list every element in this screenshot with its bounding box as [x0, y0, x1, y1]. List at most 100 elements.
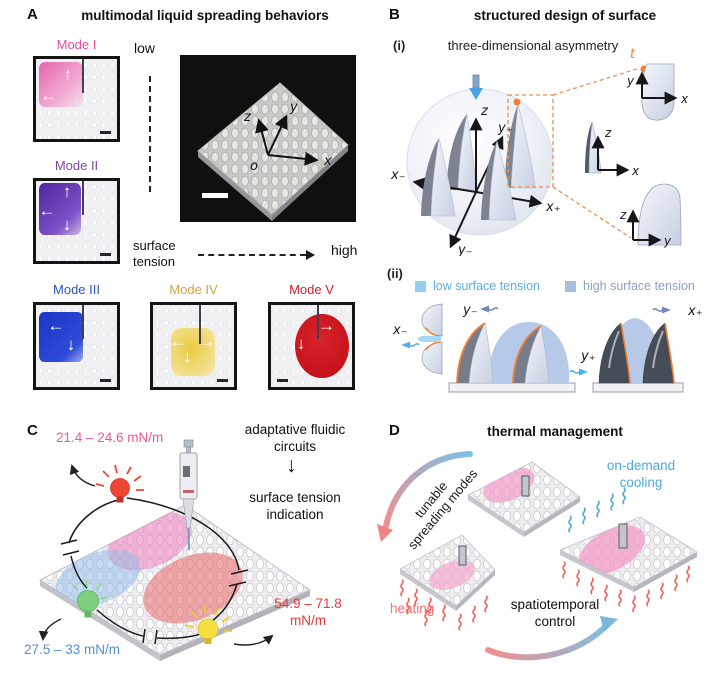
panel-d-label: D	[389, 422, 400, 439]
scale-bar	[202, 193, 228, 198]
yellow-bulb-icon	[184, 605, 232, 644]
sem-axis-z: z	[243, 110, 252, 125]
panel-b-part-i-label: (i)	[393, 38, 406, 53]
inset-top-h-label: x	[680, 92, 689, 106]
cooling-squiggles	[568, 487, 626, 533]
circuit-wires	[60, 497, 249, 645]
tension-axis-label: surface tension	[133, 238, 176, 269]
thermal-management-illustration	[372, 438, 720, 674]
mode-4-liquid	[170, 327, 215, 376]
scale-bar	[100, 379, 111, 382]
spread-arrow-left-icon: ←	[47, 316, 65, 336]
mode-1-liquid	[39, 62, 83, 107]
panel-b-part-ii-label: (ii)	[387, 266, 403, 281]
range-pink: 21.4 – 24.6 mN/m	[56, 430, 164, 445]
dir-x-plus-label: x₊	[687, 304, 703, 319]
spread-arrow-up-icon: ↑	[62, 181, 72, 201]
axis-z-label: z	[480, 104, 489, 119]
cooling-label: on-demand cooling	[606, 458, 676, 490]
tension-low-label: low	[134, 40, 156, 56]
sem-axis-x: x	[323, 154, 332, 169]
panel-b-part-i-title: three-dimensional asymmetry	[447, 38, 619, 53]
mode-3-liquid	[39, 311, 83, 363]
mode-2-label: Mode II	[54, 158, 99, 173]
heat-spot	[429, 559, 475, 591]
mode-5-label: Mode V	[289, 282, 334, 297]
low-tension-liquid	[417, 336, 441, 342]
callout-dashed-lines	[507, 67, 641, 239]
asymmetry-diagram: z x₋ x₊ y₊ y₋ t	[385, 38, 720, 261]
cross-section-yz	[637, 183, 682, 246]
control-label: spatiotemporal control	[510, 597, 600, 629]
legend-swatch-high	[565, 281, 576, 292]
red-liquid-patch	[143, 552, 243, 624]
mode-4-photo: ← → ↓	[150, 302, 237, 390]
inset-bottom-h-label: y	[663, 234, 672, 248]
axis-y-minus-label: y₋	[457, 243, 473, 256]
spread-arrow-up-icon: ↑	[63, 65, 73, 85]
tension-axis-arrowhead	[306, 250, 315, 260]
range-red: 54.9 – 71.8 mN/m	[274, 596, 342, 628]
dispense-needle	[82, 305, 85, 340]
dispense-needle	[82, 181, 85, 215]
tension-axis-vertical	[149, 76, 151, 192]
flow-arrow-y-minus-icon	[480, 305, 499, 313]
fluidic-circuit-illustration	[15, 438, 365, 674]
scale-bar	[277, 379, 288, 382]
spread-arrow-down-icon: ↓	[62, 215, 72, 235]
dispense-needle	[82, 59, 85, 93]
mode-2-photo: ↑ ← ↓	[33, 178, 120, 264]
mode-gradient-arrowhead	[377, 524, 393, 542]
dispense-needle	[199, 305, 202, 345]
impinging-flow-arrow-icon	[469, 74, 483, 100]
marker-t-label: t	[630, 47, 636, 62]
red-bulb-icon	[95, 464, 144, 503]
flow-arrow-x-plus-icon	[652, 306, 671, 314]
dir-y-plus-label: y₊	[580, 349, 596, 364]
inset-mid-v-label: z	[604, 126, 612, 140]
dir-y-minus-label: y₋	[462, 303, 478, 318]
heater-chip	[458, 545, 467, 566]
mode-1-label: Mode I	[56, 37, 97, 52]
heater-chip	[521, 475, 530, 497]
scale-bar	[217, 379, 228, 382]
sem-photo: z y x o	[180, 55, 356, 227]
axis-x-minus-label: x₋	[390, 168, 406, 183]
legend-swatch-low	[415, 281, 426, 292]
flow-arrow-y-plus-icon	[569, 368, 588, 376]
spread-arrow-left-icon: ←	[169, 331, 187, 351]
caption-tension-indication: surface tension indication	[249, 490, 341, 522]
legend-low-label: low surface tension	[433, 279, 541, 293]
control-gradient-arrow	[485, 623, 609, 661]
down-arrow-icon: ↓	[286, 454, 297, 477]
tension-axis-horizontal	[198, 254, 306, 256]
mode-4-label: Mode IV	[169, 282, 218, 297]
spread-arrow-left-icon: ←	[40, 86, 58, 105]
dispense-needle	[317, 305, 320, 340]
spread-arrow-right-icon: →	[198, 331, 216, 351]
mode-3-photo: ← ↓	[33, 302, 120, 390]
mode-5-photo: → ↓	[268, 302, 355, 390]
mode-gradient-arrow	[383, 451, 473, 529]
inset-mid-h-label: x	[631, 164, 640, 178]
scale-bar	[100, 131, 111, 134]
heat-spot	[578, 525, 646, 575]
panel-b-title: structured design of surface	[473, 8, 657, 23]
mode-2-liquid	[39, 183, 82, 235]
spread-arrow-down-icon: ↓	[66, 335, 76, 355]
dir-x-minus-label: x₋	[392, 323, 408, 338]
panel-b-label: B	[389, 6, 400, 23]
axis-x-plus-label: x₊	[545, 200, 561, 215]
mode-5-liquid	[295, 314, 349, 378]
sem-axis-y: y	[289, 100, 298, 115]
wetting-direction-diagram: x₋ y₋ y₊	[385, 296, 720, 409]
range-blue: 27.5 – 33 mN/m	[24, 642, 121, 657]
pipette	[179, 439, 198, 551]
inset-top-v-label: y	[626, 74, 635, 88]
tip-marker-dot	[513, 98, 521, 106]
panel-a-label: A	[27, 6, 38, 23]
heater-chip	[618, 523, 628, 549]
blue-liquid-patch	[55, 549, 141, 607]
tension-high-label: high	[331, 242, 358, 258]
inset-bottom-v-label: z	[619, 208, 627, 222]
